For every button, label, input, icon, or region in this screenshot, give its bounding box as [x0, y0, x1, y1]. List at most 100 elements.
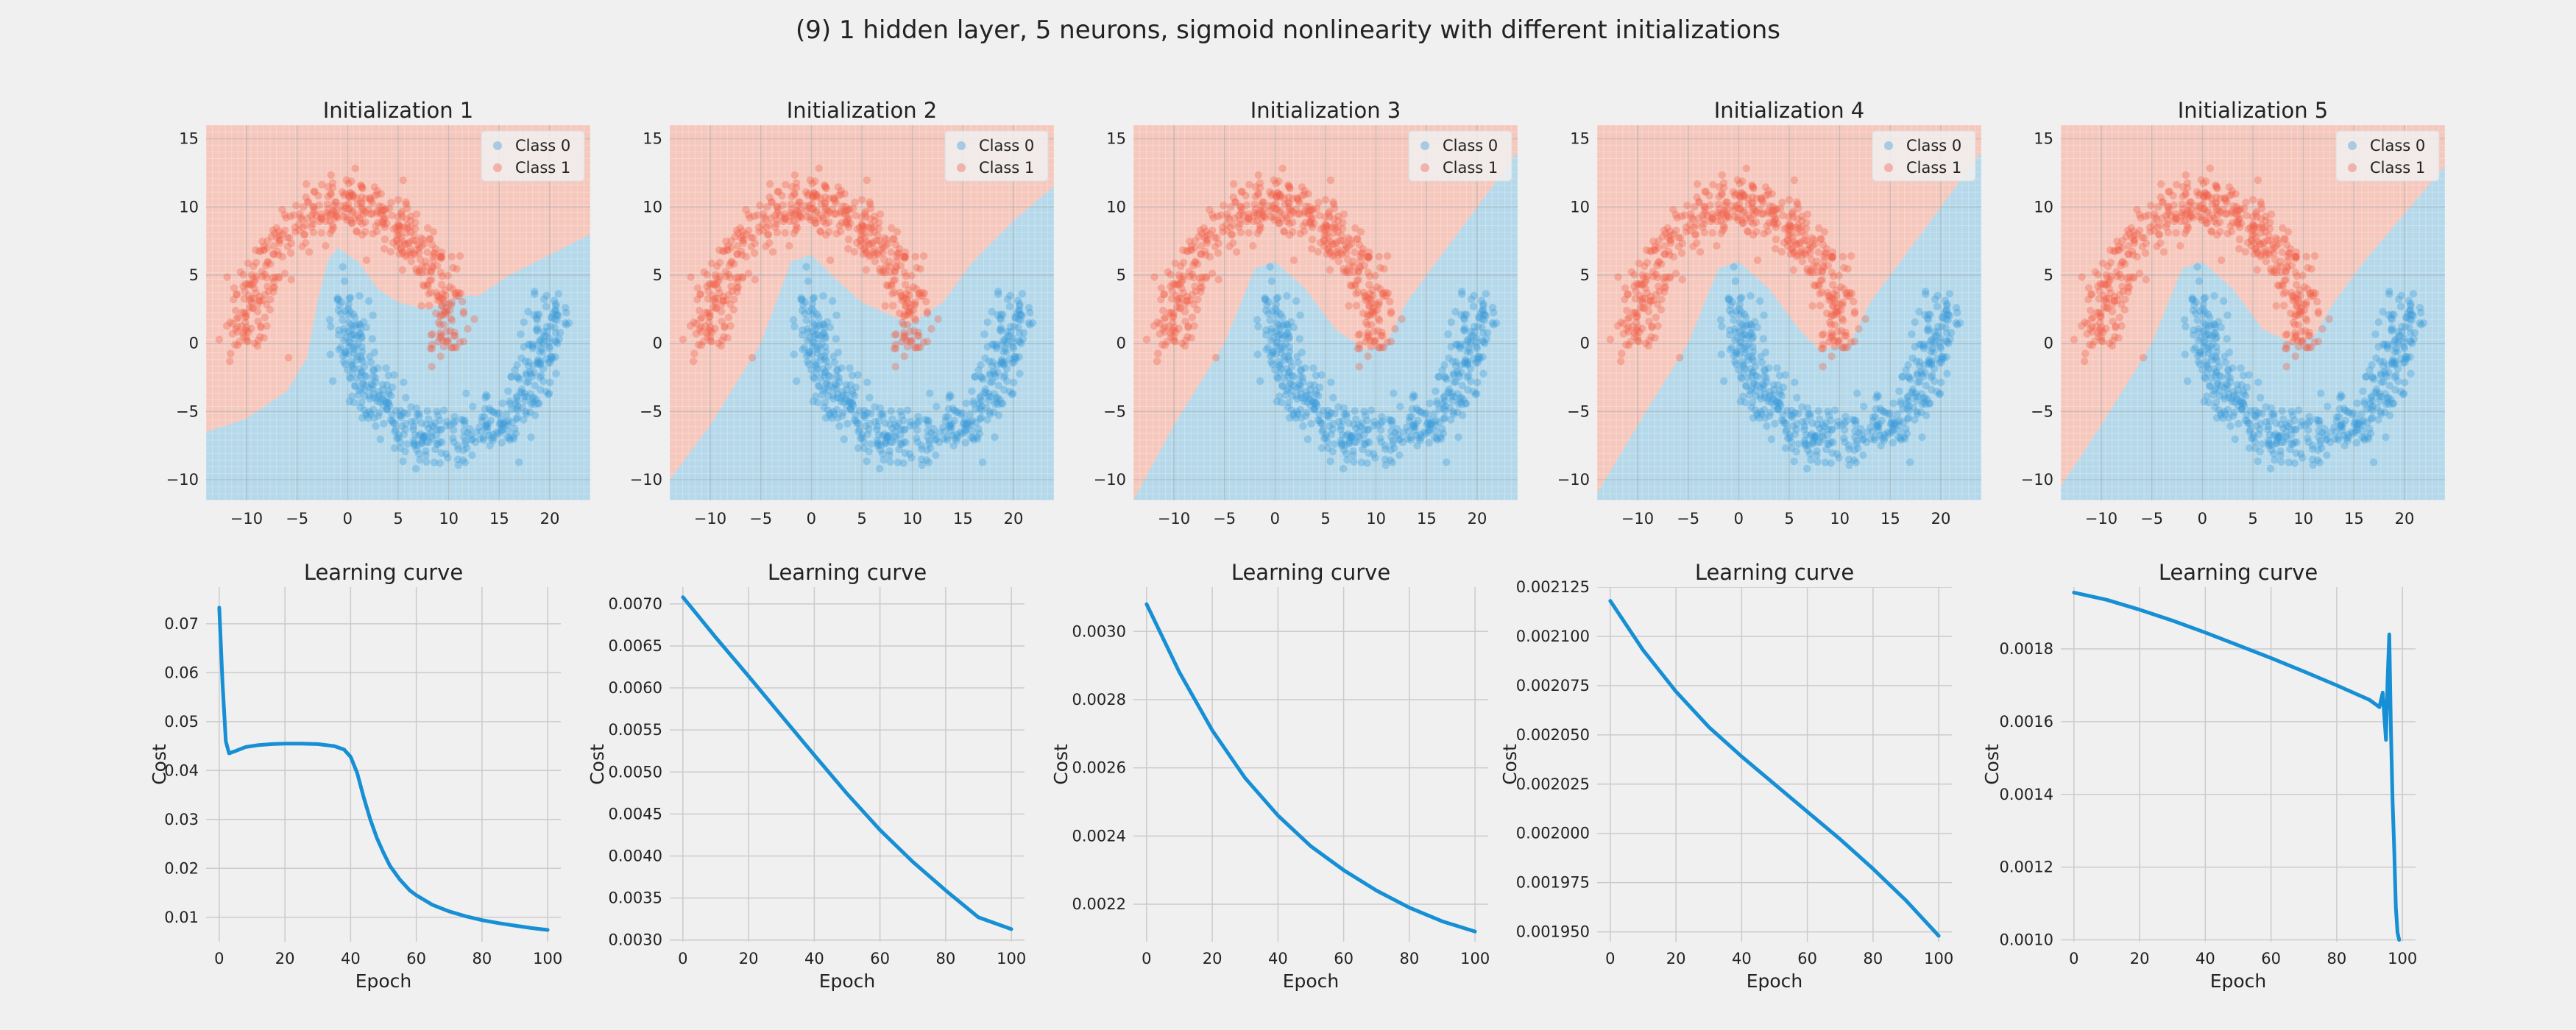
- class1-point: [861, 245, 869, 253]
- class1-point: [870, 228, 879, 236]
- class0-point: [528, 372, 537, 381]
- class0-point: [997, 360, 1005, 368]
- class1-point: [857, 237, 865, 245]
- class0-point: [427, 432, 436, 440]
- class1-point: [862, 249, 871, 258]
- class0-point: [341, 349, 349, 358]
- class0-point: [1447, 416, 1455, 424]
- class0-point: [466, 425, 474, 433]
- class0-point: [386, 416, 395, 425]
- class0-point: [1018, 290, 1027, 298]
- class1-point: [900, 352, 908, 360]
- class1-point: [738, 273, 746, 281]
- class1-point: [2293, 280, 2301, 289]
- class0-point: [407, 403, 415, 411]
- class0-point: [531, 381, 539, 390]
- class1-point: [907, 337, 915, 345]
- class0-point: [894, 419, 903, 427]
- class1-point: [763, 230, 772, 239]
- class0-point: [1254, 322, 1262, 331]
- class1-point: [863, 237, 871, 246]
- class1-point: [875, 219, 883, 227]
- class0-point: [1436, 418, 1444, 427]
- class0-point: [546, 378, 554, 387]
- class1-point: [307, 211, 316, 219]
- class1-point: [1666, 273, 1674, 281]
- class1-point: [703, 283, 711, 291]
- class1-point: [358, 183, 367, 191]
- class1-point: [403, 204, 411, 213]
- class0-point: [2367, 405, 2375, 413]
- class0-point: [1845, 461, 1853, 469]
- class0-point: [943, 436, 952, 444]
- class0-point: [2206, 334, 2214, 343]
- class0-point: [1444, 330, 1452, 338]
- class0-point: [461, 416, 469, 425]
- class0-point: [335, 345, 343, 354]
- class0-point: [1378, 413, 1386, 421]
- class0-point: [960, 428, 969, 436]
- class1-point: [227, 349, 235, 358]
- class0-point: [345, 397, 354, 405]
- class0-point: [1731, 277, 1740, 285]
- class1-point: [242, 309, 250, 318]
- class1-point: [712, 274, 721, 282]
- class1-point: [434, 292, 442, 301]
- class1-point: [714, 284, 722, 293]
- class1-point: [448, 316, 456, 324]
- class0-point: [924, 433, 932, 441]
- class1-point: [773, 202, 782, 210]
- class1-point: [2165, 188, 2173, 196]
- class1-point: [1214, 212, 1222, 221]
- class1-point: [809, 192, 817, 201]
- class1-point: [915, 332, 923, 340]
- class1-point: [392, 224, 400, 232]
- class0-point: [342, 348, 350, 356]
- class1-point: [447, 343, 455, 352]
- class0-point: [524, 377, 533, 386]
- class0-point: [1465, 372, 1473, 380]
- class1-point: [255, 292, 263, 301]
- class0-point: [422, 447, 430, 455]
- class1-point: [765, 221, 774, 229]
- class1-point: [282, 213, 290, 222]
- class0-point: [524, 340, 533, 349]
- class0-point: [989, 367, 998, 376]
- class1-point: [767, 214, 775, 222]
- class0-point: [362, 323, 370, 332]
- class0-point: [1011, 353, 1020, 361]
- class1-point: [347, 219, 356, 227]
- class1-point: [832, 210, 841, 218]
- class0-point: [792, 377, 801, 386]
- class0-point: [361, 392, 369, 400]
- class0-point: [888, 438, 896, 447]
- class0-point: [2393, 365, 2402, 373]
- class0-point: [537, 372, 545, 380]
- class0-point: [551, 315, 559, 324]
- class0-point: [832, 335, 841, 343]
- class1-point: [378, 206, 386, 215]
- class1-point: [779, 201, 787, 210]
- class1-point: [1366, 336, 1375, 345]
- class0-point: [378, 391, 386, 399]
- class1-point: [263, 273, 271, 282]
- class0-point: [854, 371, 862, 379]
- class0-point: [1262, 306, 1270, 315]
- class0-point: [506, 399, 514, 408]
- class0-point: [835, 374, 843, 382]
- class0-point: [2183, 377, 2192, 386]
- class0-point: [907, 454, 916, 462]
- class1-point: [721, 322, 729, 330]
- class1-point: [1356, 252, 1365, 260]
- class0-point: [1459, 326, 1468, 334]
- class0-point: [1459, 395, 1468, 404]
- class0-point: [2241, 416, 2250, 425]
- class0-point: [1316, 416, 1324, 425]
- legend-label: Class 0: [515, 137, 570, 154]
- class1-point: [361, 208, 370, 216]
- class1-point: [790, 230, 798, 238]
- class0-point: [899, 425, 908, 434]
- class0-point: [1018, 311, 1026, 320]
- class0-point: [513, 360, 521, 369]
- class1-point: [869, 238, 878, 246]
